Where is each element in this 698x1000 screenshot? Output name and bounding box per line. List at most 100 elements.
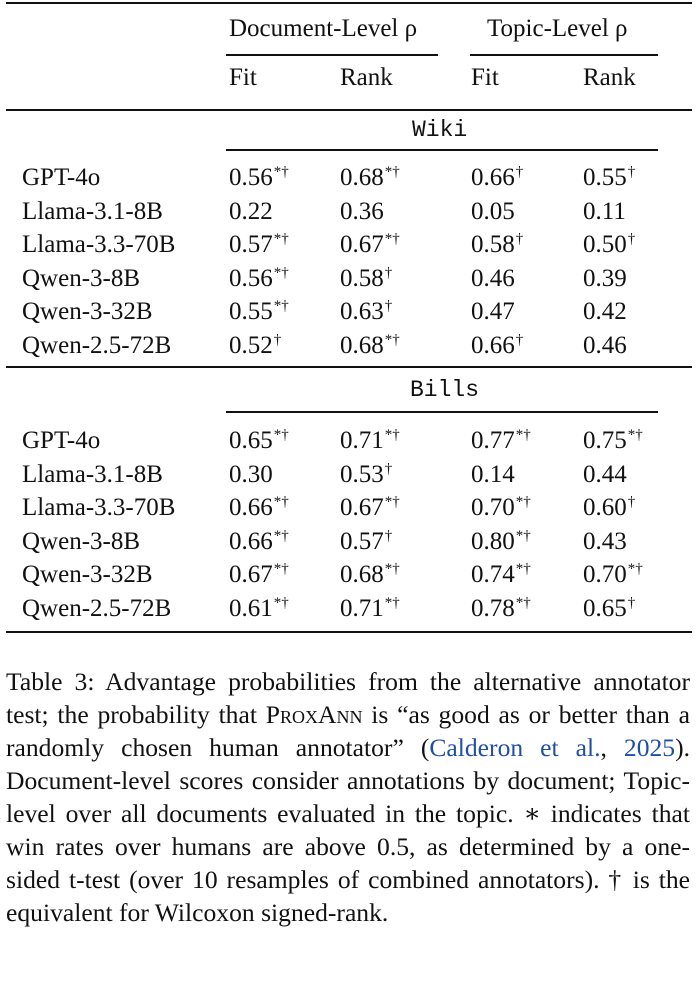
doc-rank-value: 0.68*† [340, 331, 400, 364]
bills-underline [226, 411, 658, 413]
topic-fit-value: 0.05 [471, 197, 516, 230]
doc-fit-value-number: 0.52 [229, 332, 273, 359]
significance-mark: *† [273, 494, 289, 511]
model-name: Qwen-2.5-72B [22, 594, 171, 624]
doc-rank-value: 0.67*† [340, 230, 400, 263]
significance-mark: *† [273, 595, 289, 611]
caption-text-3: ). Document-level scores consider annota… [6, 733, 691, 927]
topic-rank-value-number: 0.50 [583, 231, 627, 259]
topic-rank-value-number: 0.75 [583, 427, 627, 454]
model-name: GPT-4o [22, 163, 100, 193]
doc-fit-value: 0.30 [229, 460, 274, 493]
topic-fit-value: 0.46 [471, 264, 516, 297]
doc-rank-value-number: 0.36 [340, 197, 384, 225]
topic-rank-value-number: 0.65 [583, 595, 627, 622]
section-title-wiki: Wiki [412, 117, 468, 143]
doc-fit-value-number: 0.22 [229, 197, 273, 225]
significance-mark: *† [273, 231, 289, 248]
topic-rank-value: 0.55† [583, 163, 635, 196]
model-name-number: Qwen-3-32B [22, 561, 153, 589]
doc-fit-value-number: 0.65 [229, 427, 273, 454]
topic-fit-value: 0.77*† [471, 426, 531, 459]
topic-rank-value-number: 0.44 [583, 460, 627, 488]
header-bottom-rule [6, 109, 692, 111]
model-name: Qwen-3-32B [22, 560, 153, 590]
citation-author-link[interactable]: Calderon et al. [429, 733, 601, 762]
model-name-number: Llama-3.1-8B [22, 460, 163, 488]
topic-fit-value-number: 0.47 [471, 298, 515, 326]
significance-mark: *† [515, 595, 531, 611]
model-name-number: Qwen-3-8B [22, 527, 141, 555]
wiki-underline [226, 149, 658, 151]
doc-fit-value-number: 0.66 [229, 494, 273, 522]
significance-mark: † [384, 298, 393, 315]
citation-separator: , [600, 733, 624, 762]
doc-level-underline [226, 54, 438, 56]
doc-fit-value: 0.66*† [229, 527, 289, 560]
topic-rank-value: 0.75*† [583, 426, 643, 459]
doc-rank-value-number: 0.57 [340, 527, 384, 555]
caption-text-1: Advantage probabilities from the alterna… [6, 667, 690, 729]
topic-fit-value-number: 0.70 [471, 494, 515, 522]
significance-mark: † [384, 527, 393, 544]
doc-rank-value: 0.57† [340, 527, 392, 560]
doc-fit-value: 0.22 [229, 197, 274, 230]
topic-fit-value-number: 0.66 [471, 332, 515, 359]
significance-mark: *† [627, 427, 643, 443]
caption-proxann: ProxAnn [265, 700, 363, 729]
significance-mark: *† [273, 164, 289, 180]
topic-rank-value: 0.39 [583, 264, 628, 297]
significance-mark: *† [515, 527, 531, 544]
model-name: Qwen-3-32B [22, 297, 153, 327]
doc-fit-value: 0.56*† [229, 163, 289, 196]
model-name: Qwen-2.5-72B [22, 331, 171, 361]
topic-fit-value: 0.80*† [471, 527, 531, 560]
significance-mark: *† [515, 494, 531, 511]
significance-mark: *† [273, 298, 289, 315]
significance-mark: † [515, 332, 524, 348]
doc-rank-value-number: 0.68 [340, 164, 384, 191]
section-title-bills: Bills [410, 377, 480, 403]
doc-fit-value-number: 0.61 [229, 595, 273, 622]
topic-rank-value-number: 0.70 [583, 561, 627, 589]
doc-rank-value: 0.53† [340, 460, 392, 493]
significance-mark: *† [273, 561, 289, 578]
doc-fit-value: 0.52† [229, 331, 281, 364]
model-name-number: Qwen-2.5-72B [22, 332, 172, 359]
doc-rank-value: 0.36 [340, 197, 385, 230]
model-name: GPT-4o [22, 426, 100, 456]
significance-mark: *† [515, 427, 531, 443]
topic-fit-header: Fit [471, 64, 499, 91]
doc-rank-value-number: 0.68 [340, 332, 384, 359]
doc-rank-value: 0.67*† [340, 493, 400, 526]
doc-rank-value-number: 0.68 [340, 561, 384, 589]
significance-mark: *† [384, 231, 400, 248]
citation-year-link[interactable]: 2025 [623, 733, 676, 762]
topic-fit-value: 0.66† [471, 331, 523, 364]
doc-fit-value: 0.55*† [229, 297, 289, 330]
significance-mark: † [627, 595, 636, 611]
doc-fit-value: 0.67*† [229, 560, 289, 593]
model-name: Qwen-3-8B [22, 264, 140, 294]
significance-mark: *† [384, 332, 400, 348]
significance-mark: † [627, 231, 636, 248]
topic-rank-value-number: 0.42 [583, 298, 627, 326]
topic-rank-value: 0.43 [583, 527, 628, 560]
topic-rank-value: 0.65† [583, 594, 635, 627]
topic-rank-value-number: 0.39 [583, 264, 627, 292]
topic-fit-value: 0.47 [471, 297, 516, 330]
significance-mark: *† [384, 427, 400, 443]
table-top-rule [6, 2, 692, 4]
doc-rank-value-number: 0.71 [340, 427, 384, 454]
significance-mark: *† [384, 561, 400, 578]
significance-mark: † [627, 494, 636, 511]
caption-label: Table 3: [6, 667, 95, 696]
doc-rank-value: 0.58† [340, 264, 392, 297]
topic-rank-value-number: 0.43 [583, 527, 627, 555]
model-name: Llama-3.1-8B [22, 197, 163, 227]
doc-rank-value-number: 0.71 [340, 595, 384, 622]
topic-rank-value: 0.46 [583, 331, 628, 364]
topic-rank-value-number: 0.46 [583, 332, 627, 359]
topic-rank-value-number: 0.11 [583, 197, 626, 225]
topic-level-underline [470, 54, 658, 56]
